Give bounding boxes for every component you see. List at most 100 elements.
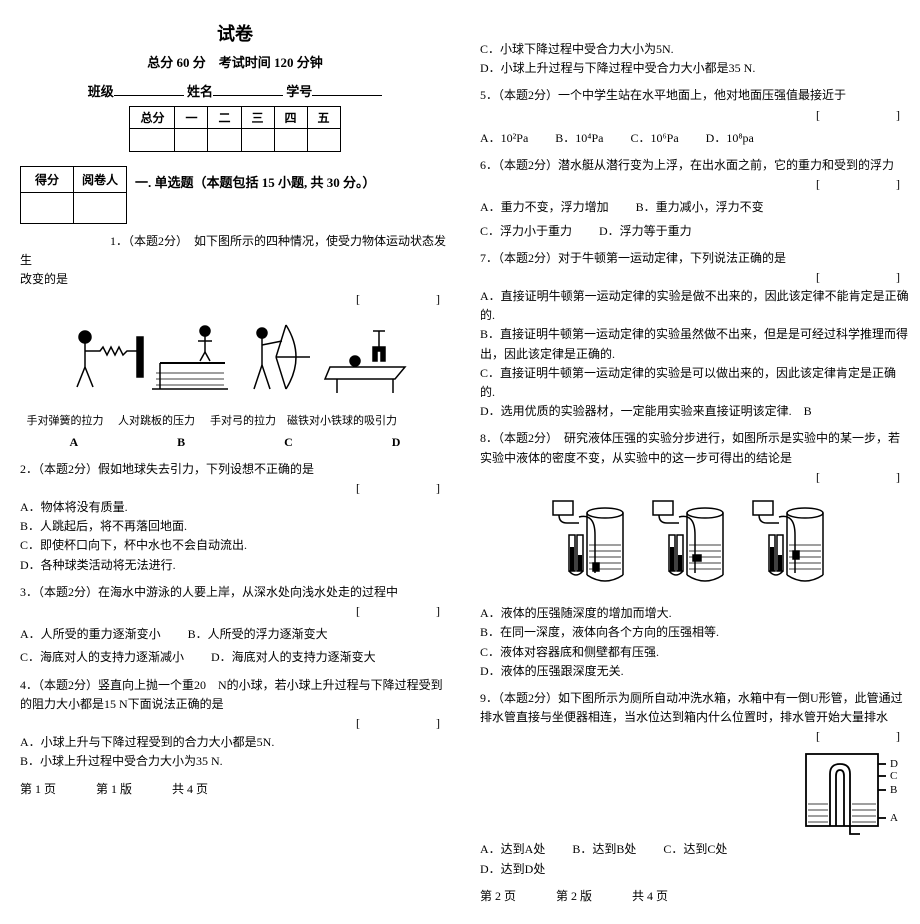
score-col-5: 五: [307, 107, 340, 129]
q9-stem: 9．（本题2分）如下图所示为厕所自动冲洗水箱，水箱中有一倒U形管，此管通过排水管…: [480, 689, 910, 727]
score-cell[interactable]: [208, 129, 241, 152]
question-1: 1．（本题2分） 如下图所示的四种情况，使受力物体运动状态发生 改变的是 [ ]: [20, 232, 450, 452]
question-8: 8．（本题2分） 研究液体压强的实验分步进行，如图所示是实验中的某一步，若实验中…: [480, 429, 910, 681]
score-header-row: 总分 一 二 三 四 五: [130, 107, 340, 129]
q5-opt-d: D．10⁸pa: [706, 129, 754, 148]
score-blank[interactable]: [21, 193, 74, 224]
q2-opt-d: D．各种球类活动将无法进行.: [20, 556, 450, 575]
q3-opt-a: A．人所受的重力逐渐变小: [20, 625, 161, 644]
answer-bracket[interactable]: [ ]: [356, 602, 450, 621]
q6-opt-a: A．重力不变，浮力增加: [480, 198, 609, 217]
score-col-4: 四: [274, 107, 307, 129]
q9-lvl-a: A: [890, 812, 898, 824]
grader-label: 阅卷人: [74, 167, 127, 193]
q9-figure: D C B A: [800, 746, 910, 842]
q5-stem: 5．（本题2分）一个中学生站在水平地面上，他对地面压强值最接近于: [480, 86, 910, 105]
q1-label-c: C: [284, 433, 293, 452]
q7-stem: 7．（本题2分）对于牛顿第一运动定律，下列说法正确的是: [480, 249, 910, 268]
score-table: 总分 一 二 三 四 五: [129, 106, 340, 152]
q4-opt-d: D．小球上升过程与下降过程中受合力大小都是35 N.: [480, 59, 910, 78]
class-blank[interactable]: [114, 81, 184, 96]
answer-bracket[interactable]: [ ]: [816, 175, 910, 194]
q5-opt-a: A．10²Pa: [480, 129, 528, 148]
class-label: 班级: [88, 84, 114, 99]
q7-opt-a: A．直接证明牛顿第一运动定律的实验是做不出来的，因此该定律不能肯定是正确的.: [480, 287, 910, 325]
page-num: 第 1 页: [20, 780, 56, 797]
score-col-2: 二: [208, 107, 241, 129]
q9-opt-c: C．达到C处: [663, 840, 727, 859]
question-2: 2．（本题2分）假如地球失去引力，下列设想不正确的是 [ ] A．物体将没有质量…: [20, 460, 450, 575]
q3-stem: 3．（本题2分）在海水中游泳的人要上岸，从深水处向浅水处走的过程中: [20, 583, 450, 602]
q1-cap-b: 人对跳板的压力: [114, 413, 199, 431]
q1-cap-d: 磁铁对小铁球的吸引力: [287, 413, 397, 431]
footer-left: 第 1 页 第 1 版 共 4 页: [20, 780, 450, 797]
q1-cap-a: 手对弹簧的拉力: [20, 413, 110, 431]
q8-opt-b: B．在同一深度，液体向各个方向的压强相等.: [480, 623, 910, 642]
exam-title: 试卷: [20, 20, 450, 46]
q9-lvl-b: B: [890, 784, 897, 796]
question-6: 6．（本题2分）潜水艇从潜行变为上浮，在出水面之前，它的重力和受到的浮力 [ ]…: [480, 156, 910, 241]
q1-label-b: B: [177, 433, 185, 452]
q9-opt-b: B．达到B处: [572, 840, 636, 859]
id-blank[interactable]: [312, 81, 382, 96]
page-total: 共 4 页: [172, 780, 208, 797]
q1-cap-c: 手对弓的拉力: [203, 413, 283, 431]
answer-bracket[interactable]: [ ]: [816, 268, 910, 287]
q9-lvl-d: D: [890, 758, 898, 770]
q7-opt-b: B．直接证明牛顿第一运动定律的实验虽然做不出来，但是是可经过科学推理而得出，因此…: [480, 325, 910, 363]
q8-opt-d: D．液体的压强跟深度无关.: [480, 662, 910, 681]
q9-opt-d: D．达到D处: [480, 860, 545, 879]
question-4: 4．（本题2分）竖直向上抛一个重20 N的小球，若小球上升过程与下降过程受到的阻…: [20, 676, 450, 772]
q6-opt-d: D．浮力等于重力: [599, 222, 692, 241]
q5-opt-b: B．10⁴Pa: [555, 129, 603, 148]
answer-bracket[interactable]: [ ]: [816, 727, 910, 746]
score-col-total: 总分: [130, 107, 175, 129]
q2-opt-a: A．物体将没有质量.: [20, 498, 450, 517]
q4-opt-c: C．小球下降过程中受合力大小为5N.: [480, 40, 910, 59]
answer-bracket[interactable]: [ ]: [816, 106, 910, 125]
q3-opt-c: C．海底对人的支持力逐渐减小: [20, 648, 184, 667]
q1-stem-b: 改变的是: [20, 270, 450, 289]
page-total: 共 4 页: [632, 887, 668, 904]
q4-stem: 4．（本题2分）竖直向上抛一个重20 N的小球，若小球上升过程与下降过程受到的阻…: [20, 676, 450, 714]
q5-opt-c: C．10⁶Pa: [630, 129, 678, 148]
question-5: 5．（本题2分）一个中学生站在水平地面上，他对地面压强值最接近于 [ ] A．1…: [480, 86, 910, 148]
q6-opt-b: B．重力减小，浮力不变: [636, 198, 764, 217]
grader-table: 得分 阅卷人: [20, 166, 127, 224]
footer-right: 第 2 页 第 2 版 共 4 页: [480, 887, 910, 904]
grader-blank[interactable]: [74, 193, 127, 224]
exam-subtitle: 总分 60 分 考试时间 120 分钟: [20, 52, 450, 71]
q2-stem: 2．（本题2分）假如地球失去引力，下列设想不正确的是: [20, 460, 450, 479]
q2-opt-b: B．人跳起后，将不再落回地面.: [20, 517, 450, 536]
answer-bracket[interactable]: [ ]: [356, 290, 450, 309]
score-cell[interactable]: [130, 129, 175, 152]
answer-bracket[interactable]: [ ]: [356, 714, 450, 733]
score-cell[interactable]: [241, 129, 274, 152]
q1-stem-a: 1．（本题2分） 如下图所示的四种情况，使受力物体运动状态发生: [20, 232, 450, 270]
edition-num: 第 2 版: [556, 887, 592, 904]
score-cell[interactable]: [274, 129, 307, 152]
q1-label-d: D: [392, 433, 401, 452]
q3-opt-b: B．人所受的浮力逐渐变大: [188, 625, 328, 644]
score-col-3: 三: [241, 107, 274, 129]
answer-bracket[interactable]: [ ]: [356, 479, 450, 498]
q8-stem: 8．（本题2分） 研究液体压强的实验分步进行，如图所示是实验中的某一步，若实验中…: [480, 429, 910, 467]
q4-opt-a: A．小球上升与下降过程受到的合力大小都是5N.: [20, 733, 450, 752]
q1-figure: 手对弹簧的拉力 人对跳板的压力 手对弓的拉力 磁铁对小铁球的吸引力 A B C …: [20, 317, 450, 452]
q7-opt-d: D．选用优质的实验器材，一定能用实验来直接证明该定律. B: [480, 402, 910, 421]
q7-opt-c: C．直接证明牛顿第一运动定律的实验是可以做出来的，因此该定律肯定是正确的.: [480, 364, 910, 402]
question-4-cont: C．小球下降过程中受合力大小为5N. D．小球上升过程与下降过程中受合力大小都是…: [480, 40, 910, 78]
q9-opt-a: A．达到A处: [480, 840, 545, 859]
q2-opt-c: C．即使杯口向下，杯中水也不会自动流出.: [20, 536, 450, 555]
left-column: 试卷 总分 60 分 考试时间 120 分钟 班级 姓名 学号 总分 一 二 三…: [20, 20, 450, 904]
score-cell[interactable]: [175, 129, 208, 152]
q9-lvl-c: C: [890, 770, 897, 782]
name-label: 姓名: [187, 84, 213, 99]
name-blank[interactable]: [213, 81, 283, 96]
q6-opt-c: C．浮力小于重力: [480, 222, 572, 241]
score-cell[interactable]: [307, 129, 340, 152]
answer-bracket[interactable]: [ ]: [816, 468, 910, 487]
question-9: 9．（本题2分）如下图所示为厕所自动冲洗水箱，水箱中有一倒U形管，此管通过排水管…: [480, 689, 910, 879]
q4-opt-b: B．小球上升过程中受合力大小为35 N.: [20, 752, 450, 771]
question-7: 7．（本题2分）对于牛顿第一运动定律，下列说法正确的是 [ ] A．直接证明牛顿…: [480, 249, 910, 422]
